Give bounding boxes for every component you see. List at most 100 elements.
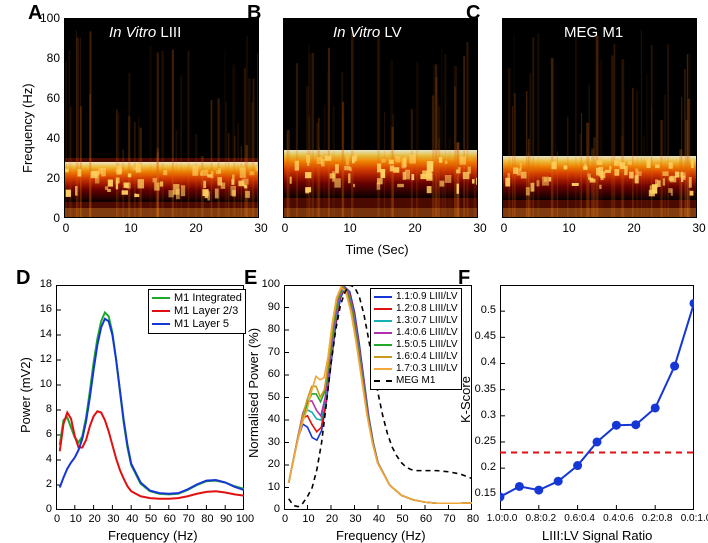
legend-label: 1.5:0.5 LIII/LV (396, 339, 458, 350)
spectrogram-C (502, 18, 697, 218)
xtick: 30 (470, 221, 490, 235)
ytick: 60 (34, 91, 60, 105)
xtick: 0.4:0.6 (598, 513, 638, 524)
xtick: 20 (624, 221, 644, 235)
kscore-marker (573, 461, 582, 470)
xtick: 60 (415, 513, 437, 525)
ytick: 0 (254, 503, 280, 515)
xtick: 20 (405, 221, 425, 235)
legend-label: M1 Layer 2/3 (174, 305, 238, 317)
legend-item: 1.7:0.3 LIII/LV (374, 363, 458, 374)
xtick: 10 (121, 221, 141, 235)
kscore-marker (670, 362, 679, 371)
series-M1 Integrated (60, 313, 244, 495)
spectrogram-B (283, 18, 478, 218)
ytick: 10 (254, 481, 280, 493)
kscore-marker (612, 421, 621, 430)
xtick: 30 (251, 221, 271, 235)
legend-item: M1 Integrated (152, 292, 242, 304)
ytick: 0 (34, 211, 60, 225)
xlabel-E: Frequency (Hz) (336, 528, 426, 543)
spectro-title-C: MEG M1 (564, 24, 623, 41)
ytick: 40 (34, 131, 60, 145)
legend-item: 1.3:0.7 LIII/LV (374, 315, 458, 326)
legend-label: M1 Layer 5 (174, 318, 229, 330)
xtick: 10 (340, 221, 360, 235)
ytick: 0.45 (466, 330, 496, 342)
ytick: 90 (254, 301, 280, 313)
xtick: 0.2:0.8 (637, 513, 677, 524)
ylabel-E: Normalised Power (%) (246, 327, 261, 457)
ytick: 0.4 (466, 356, 496, 368)
xlabel-F: LIII:LV Signal Ratio (542, 528, 652, 543)
ytick: 0 (26, 503, 52, 515)
ytick: 20 (254, 458, 280, 470)
ylabel-spectro: Frequency (Hz) (20, 83, 35, 173)
ytick: 0.25 (466, 435, 496, 447)
legend-label: 1.7:0.3 LIII/LV (396, 363, 458, 374)
legend-item: MEG M1 (374, 375, 458, 386)
kscore-marker (534, 486, 543, 495)
legend-label: 1.1:0.9 LIII/LV (396, 291, 458, 302)
ytick: 2 (26, 478, 52, 490)
kscore-marker (690, 299, 695, 308)
spectrogram-A (64, 18, 259, 218)
legend-label: M1 Integrated (174, 292, 242, 304)
legend-item: 1.1:0.9 LIII/LV (374, 291, 458, 302)
ytick: 4 (26, 453, 52, 465)
legend-item: M1 Layer 2/3 (152, 305, 242, 317)
chart-F (500, 285, 694, 510)
panel-label-C: C (466, 2, 480, 25)
kscore-line (500, 303, 694, 497)
ytick: 80 (34, 51, 60, 65)
xtick: 1.0:0.0 (482, 513, 522, 524)
ytick: 20 (34, 171, 60, 185)
xtick: 80 (462, 513, 484, 525)
kscore-marker (593, 437, 602, 446)
ytick: 100 (34, 11, 60, 25)
panel-label-F: F (458, 267, 470, 290)
xtick: 100 (234, 513, 256, 525)
kscore-marker (651, 403, 660, 412)
ytick: 16 (26, 303, 52, 315)
panel-label-B: B (247, 2, 261, 25)
xlabel-spectro: Time (Sec) (346, 242, 409, 257)
xlabel-D: Frequency (Hz) (108, 528, 198, 543)
legend-item: 1.5:0.5 LIII/LV (374, 339, 458, 350)
xtick: 40 (368, 513, 390, 525)
ytick: 14 (26, 328, 52, 340)
xtick: 0.0:1.0 (676, 513, 708, 524)
xtick: 50 (392, 513, 414, 525)
ytick: 100 (254, 278, 280, 290)
legend-label: 1.3:0.7 LIII/LV (396, 315, 458, 326)
ylabel-D: Power (mV2) (18, 357, 33, 433)
series-M1 Layer 2/3 (60, 411, 244, 499)
ytick: 0.2 (466, 461, 496, 473)
spectro-title-A: In Vitro LIII (109, 24, 181, 41)
xtick: 0 (275, 221, 295, 235)
ytick: 0.5 (466, 304, 496, 316)
xtick: 0 (494, 221, 514, 235)
xtick: 0.6:0.4 (560, 513, 600, 524)
legend-label: MEG M1 (396, 375, 435, 386)
ytick: 0.15 (466, 487, 496, 499)
xtick: 30 (689, 221, 708, 235)
ytick: 18 (26, 278, 52, 290)
legend-label: 1.6:0.4 LIII/LV (396, 351, 458, 362)
kscore-marker (554, 477, 563, 486)
legend-label: 1.4:0.6 LIII/LV (396, 327, 458, 338)
xtick: 20 (321, 513, 343, 525)
xtick: 20 (186, 221, 206, 235)
legend-label: 1.2:0.8 LIII/LV (396, 303, 458, 314)
legend-item: 1.4:0.6 LIII/LV (374, 327, 458, 338)
xtick: 30 (345, 513, 367, 525)
spectro-title-B: In Vitro LV (333, 24, 402, 41)
legend-D: M1 IntegratedM1 Layer 2/3M1 Layer 5 (148, 289, 246, 334)
xtick: 0.8:0.2 (521, 513, 561, 524)
legend-E: 1.1:0.9 LIII/LV1.2:0.8 LIII/LV1.3:0.7 LI… (370, 288, 462, 390)
kscore-marker (631, 420, 640, 429)
xtick: 10 (559, 221, 579, 235)
xtick: 70 (439, 513, 461, 525)
xtick: 10 (298, 513, 320, 525)
kscore-marker (515, 482, 524, 491)
